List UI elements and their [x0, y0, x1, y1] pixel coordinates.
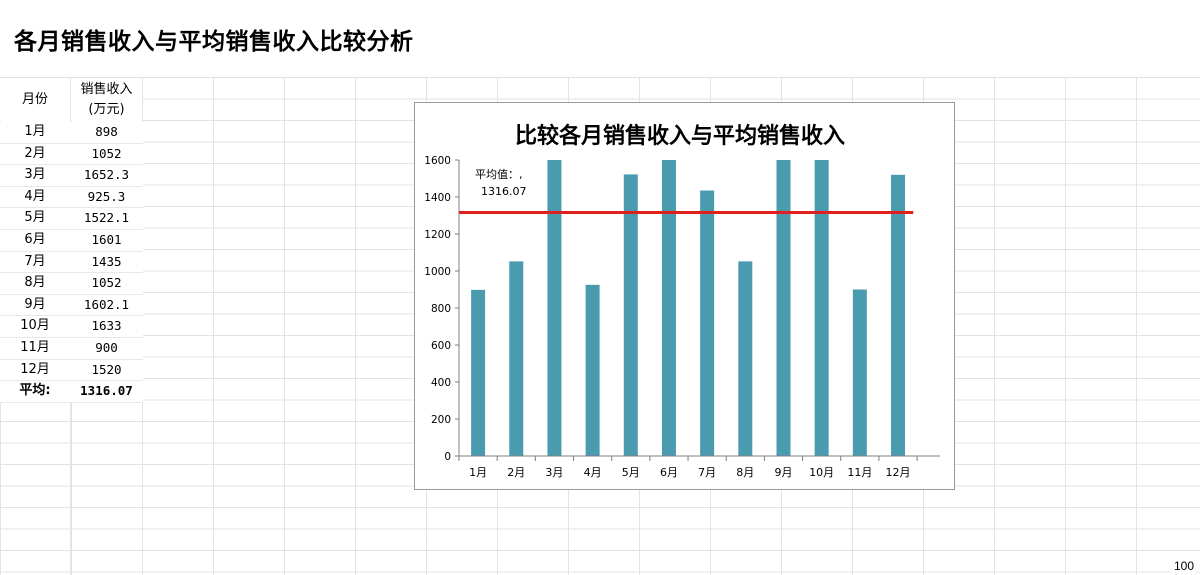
month-cell[interactable]: 5月 [24, 210, 46, 226]
sales-cell[interactable]: 898 [95, 124, 118, 139]
month-cell[interactable]: 3月 [24, 167, 46, 183]
average-value[interactable]: 1316.07 [80, 383, 133, 399]
sales-table: 1月 898 2月 1052 3月 1652.3 4月 925.3 5月 1522.1 6… [0, 122, 143, 403]
average-label[interactable]: 平均: [19, 383, 51, 399]
y-tick-label: 1400 [424, 192, 451, 204]
table-row[interactable]: 6月 1601 [0, 229, 143, 252]
bar-2月[interactable] [509, 261, 524, 456]
sales-cell[interactable]: 1520 [91, 361, 122, 377]
bar-11月[interactable] [852, 289, 867, 457]
table-row[interactable]: 7月 1435 [0, 251, 143, 274]
average-label-value: 1316.07 [481, 185, 527, 198]
sales-cell[interactable]: 1601 [91, 231, 122, 247]
average-row[interactable]: 平均: 1316.07 [0, 381, 143, 403]
sales-chart[interactable]: 比较各月销售收入与平均销售收入 0 200 400 600 800 1000 1200 140… [414, 102, 955, 490]
sales-cell[interactable]: 1633 [91, 318, 122, 334]
sales-cell[interactable]: 900 [95, 339, 118, 355]
bar-1月[interactable] [471, 289, 486, 456]
y-tick-label: 200 [431, 414, 451, 426]
y-tick-label: 1200 [424, 229, 451, 241]
x-tick-label: 6月 [660, 466, 678, 479]
sales-cell[interactable]: 925.3 [87, 188, 126, 204]
bar-12月[interactable] [891, 174, 906, 457]
chart-title: 比较各月销售收入与平均销售收入 [515, 123, 845, 149]
y-tick-label: 1000 [424, 266, 451, 278]
x-tick-label: 9月 [774, 466, 792, 479]
zoom-level[interactable]: 100 [1171, 559, 1196, 573]
table-row[interactable]: 9月 1602.1 [0, 294, 143, 317]
x-tick-label: 7月 [698, 466, 716, 479]
table-row[interactable]: 5月 1522.1 [0, 208, 143, 230]
bar-3月[interactable] [547, 160, 562, 456]
x-tick-label: 10月 [809, 466, 834, 479]
bars [471, 160, 906, 457]
header-sales-line2: (万元) [88, 102, 125, 117]
header-sales-line1: 销售收入 [80, 82, 133, 97]
bar-10月[interactable] [814, 160, 829, 456]
page-title: 各月销售收入与平均销售收入比较分析 [14, 29, 414, 55]
x-tick-label: 1月 [469, 466, 487, 479]
table-row[interactable]: 3月 1652.3 [0, 165, 143, 187]
bar-5月[interactable] [623, 174, 638, 456]
x-tick-label: 3月 [545, 466, 563, 479]
month-cell[interactable]: 12月 [20, 361, 50, 377]
month-cell[interactable]: 8月 [24, 275, 46, 291]
y-tick-label: 600 [431, 340, 451, 352]
table-row[interactable]: 11月 900 [0, 337, 143, 360]
sales-cell[interactable]: 1052 [91, 275, 122, 291]
y-tick-label: 400 [431, 377, 451, 389]
bar-6月[interactable] [661, 160, 676, 456]
average-label-text: 平均值：, [475, 168, 523, 181]
bar-7月[interactable] [700, 190, 715, 456]
header-sales[interactable]: 销售收入 (万元) [71, 78, 142, 121]
bar-9月[interactable] [776, 160, 791, 456]
sales-cell[interactable]: 1052 [91, 145, 122, 161]
table-row[interactable]: 8月 1052 [0, 273, 143, 295]
sales-cell[interactable]: 1522.1 [83, 210, 130, 226]
x-tick-label: 12月 [886, 466, 911, 479]
x-axis: 1月 2月 3月 4月 5月 6月 7月 8月 9月 10月 11月 12月 [458, 455, 940, 479]
bar-8月[interactable] [738, 261, 753, 456]
x-tick-label: 11月 [847, 466, 872, 479]
table-row[interactable]: 12月 1520 [0, 359, 143, 382]
sales-cell[interactable]: 1652.3 [83, 167, 130, 183]
sales-cell[interactable]: 1602.1 [83, 296, 130, 312]
month-cell[interactable]: 7月 [24, 253, 46, 269]
table-row[interactable]: 1月 898 [0, 122, 143, 144]
sales-cell[interactable]: 1435 [91, 253, 122, 269]
x-tick-label: 8月 [736, 466, 754, 479]
chart-svg: 比较各月销售收入与平均销售收入 0 200 400 600 800 1000 1200 140… [424, 123, 940, 479]
header-month[interactable]: 月份 [0, 78, 70, 121]
month-cell[interactable]: 10月 [20, 318, 50, 334]
x-tick-label: 2月 [507, 466, 525, 479]
month-cell[interactable]: 2月 [24, 145, 46, 161]
month-cell[interactable]: 4月 [24, 188, 46, 204]
title-band: 各月销售收入与平均销售收入比较分析 [0, 0, 1200, 78]
x-tick-label: 5月 [622, 466, 640, 479]
x-tick-label: 4月 [584, 466, 602, 479]
month-cell[interactable]: 11月 [20, 339, 50, 355]
y-tick-label: 800 [431, 303, 451, 315]
y-axis: 0 200 400 600 800 1000 1200 1400 1600 [424, 155, 460, 463]
bar-4月[interactable] [585, 284, 600, 456]
month-cell[interactable]: 9月 [24, 296, 46, 312]
table-row[interactable]: 4月 925.3 [0, 186, 143, 209]
y-tick-label: 1600 [424, 155, 451, 167]
month-cell[interactable]: 6月 [24, 231, 46, 247]
table-row[interactable]: 10月 1633 [0, 316, 143, 338]
y-tick-label: 0 [444, 451, 451, 463]
month-cell[interactable]: 1月 [24, 124, 46, 139]
table-row[interactable]: 2月 1052 [0, 143, 143, 166]
